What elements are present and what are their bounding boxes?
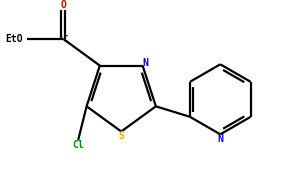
Text: N: N: [217, 134, 223, 144]
Text: N: N: [143, 58, 148, 68]
Text: EtO: EtO: [5, 34, 23, 44]
Text: C: C: [63, 35, 68, 44]
Text: O: O: [61, 0, 66, 10]
Text: S: S: [118, 131, 124, 141]
Text: Cl: Cl: [72, 140, 84, 150]
